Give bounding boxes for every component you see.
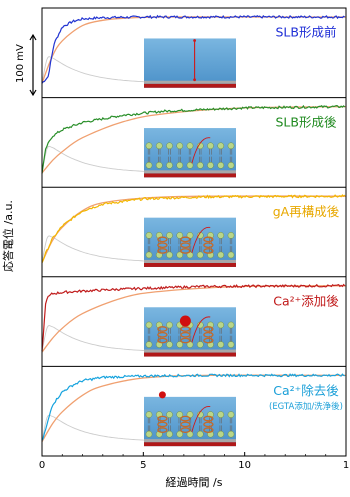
background-curve xyxy=(41,414,164,442)
background-curve xyxy=(41,325,164,353)
background-curve xyxy=(41,145,164,173)
fit-curve xyxy=(41,374,347,443)
membrane-illustration xyxy=(144,128,236,178)
measured-curve xyxy=(41,283,346,352)
measured-curve xyxy=(41,373,345,441)
x-tick-label: 5 xyxy=(140,460,146,471)
panel-label: SLB形成前 xyxy=(276,25,337,40)
y-axis-title: 応答電位 /a.u. xyxy=(1,200,15,272)
illustrations xyxy=(144,38,236,447)
membrane-illustration xyxy=(144,217,236,267)
panel-labels: SLB形成前 SLB形成後 gA再構成後 Ca²⁺添加後 Ca²⁺除去後 (EGTA添加/… xyxy=(269,25,343,412)
membrane-illustration xyxy=(144,391,236,447)
measured-curve xyxy=(41,14,346,84)
panel-label: gA再構成後 xyxy=(273,204,340,219)
panel-label: Ca²⁺除去後 xyxy=(273,383,339,398)
background-curve xyxy=(41,235,164,263)
axes: 0 5 10 1 xyxy=(29,7,349,471)
membrane-illustration xyxy=(144,307,236,357)
x-tick-label: 0 xyxy=(39,460,45,471)
x-axis-title: 経過時間 /s xyxy=(166,476,223,489)
scale-bar-arrow-up xyxy=(29,33,37,41)
scale-bar-label: 100 mV xyxy=(15,44,26,83)
measured-curve xyxy=(41,104,346,174)
membrane-illustration xyxy=(144,38,236,88)
background-curve xyxy=(41,56,164,84)
x-tick-label: 10 xyxy=(238,460,251,471)
plot-area xyxy=(41,14,347,443)
panel-sublabel: (EGTA添加/洗浄後) xyxy=(269,401,343,412)
x-tick-label: 1 xyxy=(343,460,349,471)
scale-bar-arrow-down xyxy=(29,89,37,97)
panel-label: Ca²⁺添加後 xyxy=(273,293,339,308)
plot-frame xyxy=(41,7,347,457)
measured-curve xyxy=(41,194,346,263)
panel-label: SLB形成後 xyxy=(276,114,337,129)
